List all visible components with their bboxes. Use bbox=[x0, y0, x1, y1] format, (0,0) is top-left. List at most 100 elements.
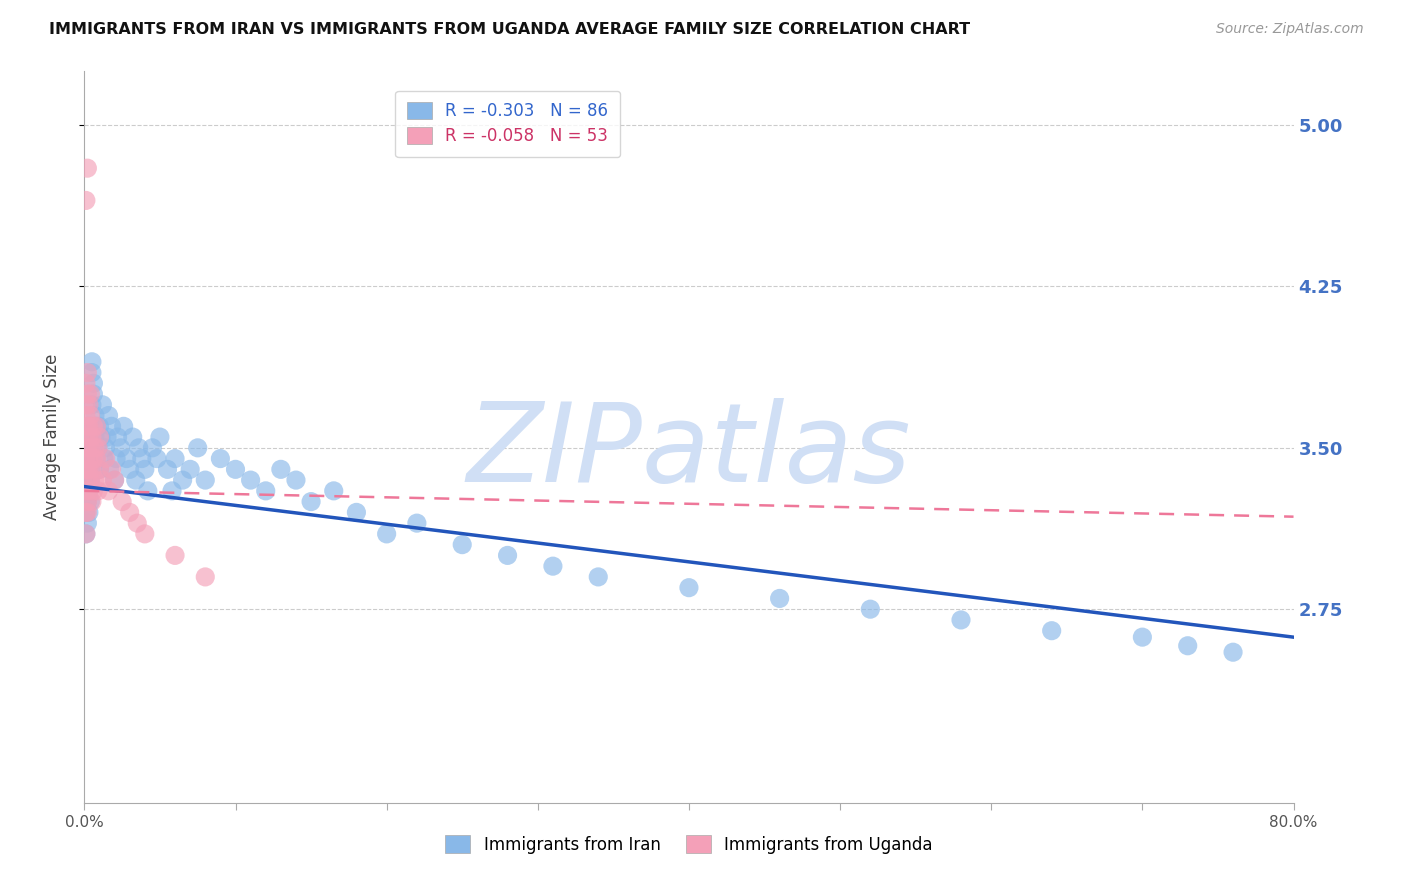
Point bbox=[77, 451, 100, 466]
Point bbox=[80, 355, 103, 369]
Point bbox=[111, 494, 134, 508]
Point bbox=[375, 527, 398, 541]
Point bbox=[131, 451, 153, 466]
Point bbox=[187, 441, 209, 455]
Point bbox=[86, 419, 108, 434]
Point bbox=[79, 441, 101, 455]
Point bbox=[82, 451, 104, 466]
Point bbox=[84, 430, 107, 444]
Point bbox=[94, 441, 117, 455]
Point bbox=[77, 419, 100, 434]
Point bbox=[172, 473, 194, 487]
Point bbox=[97, 483, 120, 498]
Point bbox=[125, 473, 148, 487]
Point bbox=[75, 462, 97, 476]
Point bbox=[588, 570, 610, 584]
Point bbox=[77, 451, 100, 466]
Point bbox=[80, 430, 103, 444]
Point bbox=[76, 483, 98, 498]
Point bbox=[75, 527, 97, 541]
Point bbox=[678, 581, 700, 595]
Text: IMMIGRANTS FROM IRAN VS IMMIGRANTS FROM UGANDA AVERAGE FAMILY SIZE CORRELATION C: IMMIGRANTS FROM IRAN VS IMMIGRANTS FROM … bbox=[49, 22, 970, 37]
Point bbox=[104, 473, 127, 487]
Point bbox=[89, 430, 111, 444]
Point bbox=[75, 462, 97, 476]
Point bbox=[77, 483, 100, 498]
Point bbox=[76, 419, 98, 434]
Point bbox=[75, 194, 97, 208]
Point bbox=[75, 505, 97, 519]
Point bbox=[75, 527, 97, 541]
Point bbox=[1177, 639, 1199, 653]
Point bbox=[82, 419, 104, 434]
Point bbox=[105, 451, 128, 466]
Point bbox=[134, 527, 156, 541]
Point bbox=[76, 387, 98, 401]
Point bbox=[79, 409, 101, 423]
Point bbox=[496, 549, 519, 563]
Point bbox=[76, 366, 98, 380]
Point bbox=[75, 473, 97, 487]
Point bbox=[322, 483, 344, 498]
Point bbox=[112, 419, 135, 434]
Point bbox=[121, 430, 143, 444]
Point bbox=[89, 462, 111, 476]
Point bbox=[79, 387, 101, 401]
Point bbox=[97, 409, 120, 423]
Point bbox=[87, 483, 110, 498]
Point bbox=[118, 505, 141, 519]
Point bbox=[239, 473, 262, 487]
Point bbox=[165, 451, 187, 466]
Point bbox=[77, 505, 100, 519]
Point bbox=[146, 451, 169, 466]
Point bbox=[100, 419, 122, 434]
Point bbox=[87, 441, 110, 455]
Point bbox=[96, 430, 118, 444]
Point bbox=[225, 462, 247, 476]
Point bbox=[346, 505, 368, 519]
Point bbox=[75, 494, 97, 508]
Text: Source: ZipAtlas.com: Source: ZipAtlas.com bbox=[1216, 22, 1364, 37]
Point bbox=[100, 462, 122, 476]
Point bbox=[80, 494, 103, 508]
Point bbox=[254, 483, 277, 498]
Point bbox=[84, 441, 107, 455]
Point bbox=[93, 451, 115, 466]
Legend: Immigrants from Iran, Immigrants from Uganda: Immigrants from Iran, Immigrants from Ug… bbox=[439, 829, 939, 860]
Point bbox=[82, 387, 104, 401]
Point bbox=[89, 462, 111, 476]
Point bbox=[76, 494, 98, 508]
Point bbox=[94, 451, 117, 466]
Point bbox=[77, 430, 100, 444]
Point bbox=[77, 430, 100, 444]
Point bbox=[75, 430, 97, 444]
Point bbox=[76, 161, 98, 176]
Point bbox=[79, 494, 101, 508]
Point bbox=[77, 398, 100, 412]
Point bbox=[75, 398, 97, 412]
Point bbox=[76, 451, 98, 466]
Point bbox=[859, 602, 882, 616]
Point bbox=[128, 441, 150, 455]
Point bbox=[541, 559, 564, 574]
Point bbox=[118, 462, 141, 476]
Point bbox=[451, 538, 474, 552]
Point bbox=[156, 462, 179, 476]
Point bbox=[299, 494, 322, 508]
Point bbox=[75, 376, 97, 391]
Point bbox=[127, 516, 149, 530]
Point bbox=[270, 462, 292, 476]
Point bbox=[79, 441, 101, 455]
Point bbox=[76, 462, 98, 476]
Point bbox=[76, 494, 98, 508]
Point bbox=[107, 430, 129, 444]
Point bbox=[1222, 645, 1244, 659]
Point bbox=[79, 473, 101, 487]
Point bbox=[136, 483, 159, 498]
Point bbox=[115, 451, 138, 466]
Point bbox=[76, 505, 98, 519]
Point bbox=[134, 462, 156, 476]
Point bbox=[77, 483, 100, 498]
Point bbox=[89, 419, 111, 434]
Point bbox=[98, 462, 121, 476]
